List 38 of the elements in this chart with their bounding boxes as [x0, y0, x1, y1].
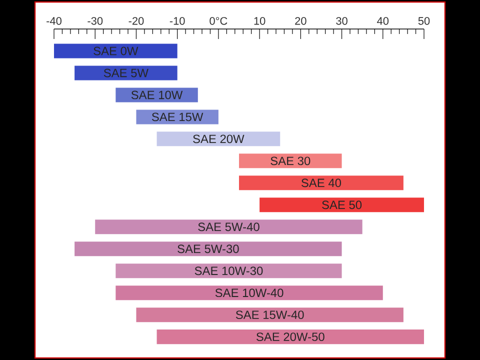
bar: [156, 330, 424, 344]
x-tick-label: 0°C: [210, 17, 228, 25]
y-tick-label: SAE 0W: [94, 46, 138, 56]
bar: [156, 132, 280, 146]
bar: [116, 286, 383, 300]
bar: [239, 176, 404, 190]
x-tick-label: -40: [46, 17, 62, 25]
x-tick-label: -20: [128, 17, 144, 25]
y-tick-label: SAE 50: [322, 200, 362, 210]
y-tick-label: SAE 5W: [104, 68, 148, 78]
x-tick-label: 40: [377, 17, 389, 25]
bar: [239, 154, 342, 168]
y-tick-label: SAE 5W-30: [178, 244, 239, 254]
bar: [74, 66, 178, 80]
bar: [136, 308, 404, 322]
y-tick-label: SAE 20W: [193, 134, 244, 144]
x-tick-label: 30: [336, 17, 348, 25]
bar: [74, 242, 342, 256]
x-tick-label: 10: [254, 17, 266, 25]
x-tick-label: -30: [88, 17, 103, 25]
x-tick-label: -10: [170, 17, 185, 25]
y-tick-label: SAE 15W: [152, 112, 204, 122]
bar: [116, 88, 198, 102]
bar: [116, 264, 342, 278]
bar: [95, 220, 362, 234]
y-tick-label: SAE 30: [270, 156, 310, 166]
x-tick-label: 20: [295, 17, 306, 25]
bar: [54, 44, 178, 58]
y-tick-label: SAE 10W: [131, 90, 183, 100]
y-tick-label: SAE 10W-30: [194, 266, 263, 276]
y-tick-label: SAE 5W-40: [198, 222, 260, 232]
bar: [260, 198, 424, 212]
y-tick-label: SAE 15W-40: [236, 310, 304, 320]
x-tick-label: 50: [418, 17, 430, 25]
bar: [136, 110, 218, 124]
y-tick-label: SAE 10W-40: [215, 288, 284, 298]
y-tick-label: SAE 40: [302, 178, 342, 188]
y-tick-label: SAE 20W-50: [256, 332, 324, 342]
